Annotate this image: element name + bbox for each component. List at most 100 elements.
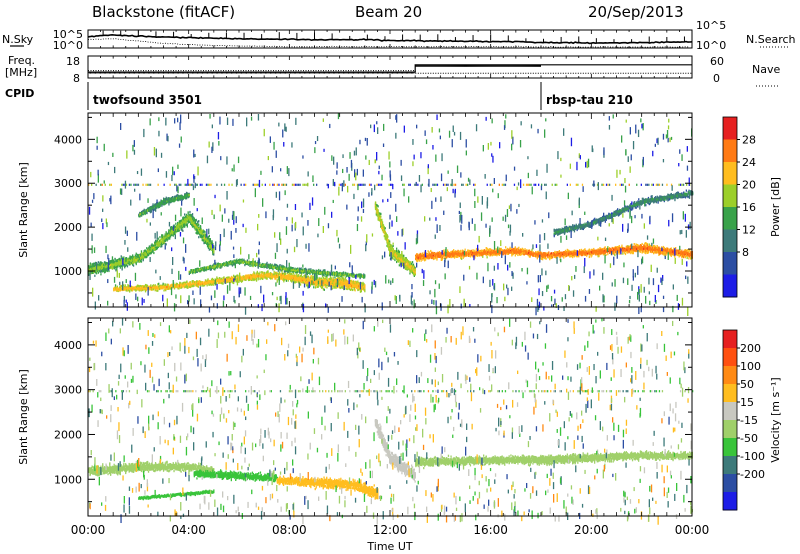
data-cell (218, 265, 220, 268)
data-cell (111, 260, 114, 263)
data-cell (230, 262, 233, 265)
data-cell (174, 230, 176, 233)
data-cell (177, 284, 179, 287)
data-cell (226, 261, 228, 264)
data-cell (214, 268, 216, 271)
data-cell (193, 225, 195, 228)
data-cell (145, 252, 147, 255)
data-cell (233, 280, 235, 283)
data-cell (319, 283, 321, 286)
data-cell (199, 228, 201, 231)
data-cell (123, 287, 125, 290)
data-cell (203, 282, 206, 285)
data-cell (123, 263, 125, 266)
data-cell (170, 232, 173, 235)
data-cell (349, 279, 351, 282)
data-cell (259, 274, 261, 277)
data-cell (212, 281, 214, 284)
data-cell (142, 285, 144, 288)
data-cell (169, 233, 172, 236)
data-cell (195, 228, 197, 231)
data-cell (162, 242, 165, 245)
data-cell (314, 280, 317, 283)
data-cell (209, 264, 212, 267)
data-cell (279, 275, 281, 278)
data-cell (178, 283, 180, 286)
data-cell (103, 267, 105, 270)
data-cell (199, 270, 201, 273)
data-cell (124, 284, 126, 287)
data-cell (109, 260, 111, 263)
data-cell (216, 266, 219, 269)
data-cell (360, 282, 362, 285)
data-cell (151, 286, 153, 289)
data-cell (192, 272, 194, 275)
data-cell (227, 277, 229, 281)
data-cell (167, 232, 169, 235)
data-cell (334, 280, 336, 283)
data-cell (287, 279, 289, 282)
data-cell (119, 258, 121, 262)
data-cell (137, 254, 139, 257)
data-cell (338, 281, 340, 284)
data-cell (206, 237, 208, 240)
data-cell (184, 213, 186, 216)
data-cell (183, 218, 185, 221)
data-cell (208, 248, 210, 251)
data-cell (315, 284, 318, 287)
data-cell (181, 219, 183, 222)
data-cell (103, 263, 105, 266)
data-cell (100, 264, 102, 267)
data-cell (206, 281, 208, 284)
data-cell (169, 236, 171, 239)
data-cell (210, 243, 212, 246)
data-cell (124, 286, 126, 289)
data-cell (142, 251, 144, 255)
data-cell (130, 260, 132, 263)
data-cell (121, 288, 123, 291)
data-cell (184, 218, 187, 221)
data-cell (192, 219, 195, 222)
data-cell (106, 264, 108, 267)
data-cell (249, 264, 251, 267)
data-cell (277, 273, 280, 276)
data-cell (111, 261, 114, 264)
data-cell (213, 281, 215, 284)
data-cell (142, 255, 144, 258)
data-cell (344, 277, 347, 280)
data-cell (293, 277, 295, 280)
data-cell (334, 283, 336, 286)
data-cell (95, 269, 97, 273)
data-cell (343, 282, 346, 285)
data-cell (302, 277, 304, 280)
data-cell (253, 273, 255, 276)
data-cell (270, 275, 272, 278)
data-cell (161, 284, 163, 287)
data-cell (206, 243, 209, 246)
data-cell (232, 277, 234, 280)
data-cell (214, 266, 216, 269)
data-cell (106, 269, 108, 272)
data-cell (199, 225, 202, 228)
data-cell (192, 269, 194, 272)
data-cell (324, 283, 326, 286)
data-cell (207, 236, 210, 239)
data-cell (262, 275, 264, 278)
data-cell (148, 285, 150, 288)
data-cell (213, 249, 215, 252)
data-cell (162, 282, 164, 285)
data-cell (326, 286, 328, 289)
data-cell (171, 285, 173, 288)
data-cell (151, 250, 153, 254)
data-cell (167, 287, 170, 290)
data-cell (162, 235, 165, 238)
data-cell (205, 241, 207, 244)
data-cell (323, 279, 325, 282)
data-cell (115, 269, 117, 272)
data-cell (192, 283, 194, 286)
data-cell (287, 273, 289, 276)
data-cell (115, 263, 117, 266)
data-cell (176, 229, 178, 232)
data-cell (159, 287, 161, 291)
data-cell (282, 278, 284, 281)
